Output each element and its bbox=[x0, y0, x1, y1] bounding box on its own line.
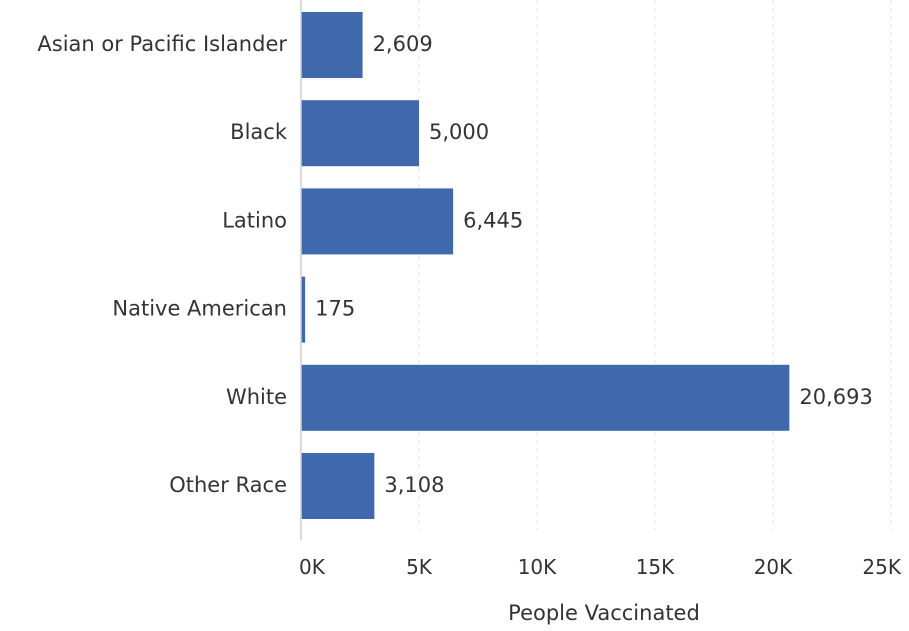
x-tick-label: 5K bbox=[406, 555, 433, 579]
bar bbox=[301, 453, 375, 519]
x-tick-label: 0K bbox=[299, 555, 326, 579]
bar bbox=[301, 276, 306, 343]
bars-layer bbox=[301, 12, 790, 519]
bar bbox=[301, 100, 419, 167]
x-tick-label: 20K bbox=[754, 555, 793, 579]
bar bbox=[301, 364, 790, 431]
category-label: Native American bbox=[112, 297, 287, 321]
data-label: 5,000 bbox=[429, 120, 489, 144]
category-label: Other Race bbox=[169, 473, 287, 497]
x-axis-title: People Vaccinated bbox=[508, 601, 700, 625]
category-label: Asian or Pacific Islander bbox=[37, 32, 287, 56]
grid-layer bbox=[418, 0, 892, 530]
data-label: 20,693 bbox=[799, 385, 872, 409]
labels-layer: Asian or Pacific Islander 2,609 Black 5,000… bbox=[37, 32, 872, 497]
category-label: Latino bbox=[222, 208, 287, 232]
x-tick-label: 25K bbox=[862, 555, 901, 579]
x-tick-label: 15K bbox=[636, 555, 675, 579]
category-label: White bbox=[226, 385, 287, 409]
x-axis-ticks: 0K 5K 10K 15K 20K 25K bbox=[299, 555, 902, 579]
bar bbox=[301, 188, 454, 255]
bar bbox=[301, 12, 363, 78]
data-label: 6,445 bbox=[463, 208, 523, 232]
data-label: 175 bbox=[315, 297, 355, 321]
data-label: 3,108 bbox=[384, 473, 444, 497]
category-label: Black bbox=[230, 120, 288, 144]
x-tick-label: 10K bbox=[518, 555, 557, 579]
data-label: 2,609 bbox=[373, 32, 433, 56]
